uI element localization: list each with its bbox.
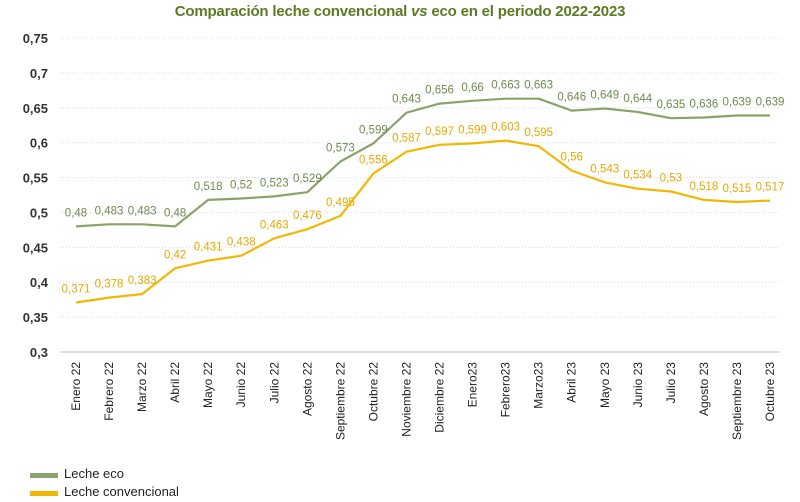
data-label-eco: 0,644 [623, 93, 652, 105]
data-labels: 0,48 0,483 0,483 0,48 0,518 0,52 0,523 0,529 0,5… [62, 80, 785, 296]
data-label-convencional: 0,603 [491, 122, 520, 134]
x-tick-label: Enero 22 [69, 362, 83, 411]
data-label-eco: 0,523 [260, 177, 289, 189]
x-tick-label: Septiembre 23 [730, 362, 744, 440]
data-label-eco: 0,599 [359, 124, 388, 136]
data-label-convencional: 0,515 [723, 183, 752, 195]
x-tick-label: Septiembre 22 [333, 362, 347, 440]
series-line-leche-convencional [75, 139, 771, 304]
data-label-convencional: 0,587 [392, 133, 421, 145]
x-tick-label: Junio 22 [234, 362, 248, 408]
legend-label-convencional: Leche convencional [64, 484, 179, 499]
x-tick-label: Mayo 22 [201, 362, 215, 408]
data-label-convencional: 0,518 [690, 181, 719, 193]
x-tick-label: Julio 23 [664, 362, 678, 404]
data-label-convencional: 0,371 [62, 283, 91, 295]
data-label-convencional: 0,597 [425, 126, 454, 138]
x-tick-label: Agosto 23 [697, 362, 711, 416]
legend-label-eco: Leche eco [64, 466, 124, 481]
chart-title: Comparación leche convencional vs eco en… [0, 3, 800, 20]
data-label-eco: 0,573 [326, 143, 355, 155]
x-tick-label: Febrero23 [499, 362, 513, 418]
y-axis: 0,3 0,35 0,4 0,45 0,5 0,55 0,6 0,65 0,7 0,75 [23, 31, 49, 360]
data-label-convencional: 0,53 [660, 173, 682, 185]
data-label-eco: 0,635 [656, 99, 685, 111]
data-label-eco: 0,52 [230, 179, 252, 191]
y-tick-label: 0,4 [30, 275, 49, 290]
data-label-eco: 0,639 [756, 96, 785, 108]
y-tick-label: 0,35 [23, 310, 48, 325]
x-tick-label: Agosto 22 [300, 362, 314, 416]
x-axis: Enero 22 Febrero 22 Marzo 22 Abril 22 Mayo 2… [69, 362, 777, 440]
title-part-vs: vs [411, 3, 428, 20]
legend-swatch-convencional [30, 491, 58, 496]
y-tick-label: 0,7 [30, 66, 48, 81]
data-label-eco: 0,656 [425, 85, 454, 97]
x-tick-label: Julio 22 [267, 362, 281, 404]
data-label-convencional: 0,556 [359, 154, 388, 166]
data-label-eco: 0,636 [690, 99, 719, 111]
data-label-convencional: 0,534 [623, 170, 652, 182]
data-label-eco: 0,639 [723, 96, 752, 108]
x-tick-label: Diciembre 22 [433, 362, 447, 433]
x-tick-label: Junio 23 [631, 362, 645, 408]
x-tick-label: Noviembre 22 [399, 362, 413, 437]
y-tick-label: 0,3 [30, 345, 48, 360]
gridlines [60, 37, 780, 353]
data-label-convencional: 0,599 [458, 124, 487, 136]
x-tick-label: Abril 23 [565, 362, 579, 403]
data-label-convencional: 0,431 [194, 242, 223, 254]
legend-swatch-eco [30, 473, 58, 478]
data-label-convencional: 0,56 [561, 152, 583, 164]
data-label-convencional: 0,383 [128, 275, 157, 287]
y-tick-label: 0,5 [30, 205, 48, 220]
x-tick-label: Marzo23 [532, 362, 546, 409]
data-label-eco: 0,483 [128, 205, 157, 217]
data-label-eco: 0,518 [194, 181, 223, 193]
data-label-eco: 0,663 [491, 80, 520, 92]
x-tick-label: Abril 22 [168, 362, 182, 403]
series-lines [75, 97, 771, 304]
x-tick-label: Octubre 22 [366, 362, 380, 422]
y-tick-label: 0,75 [23, 31, 48, 46]
data-label-eco: 0,649 [590, 89, 619, 101]
data-label-convencional: 0,463 [260, 219, 289, 231]
data-label-convencional: 0,378 [95, 279, 124, 291]
data-label-convencional: 0,438 [227, 237, 256, 249]
data-label-eco: 0,48 [164, 207, 186, 219]
data-label-eco: 0,643 [392, 94, 421, 106]
data-label-eco: 0,529 [293, 173, 322, 185]
x-tick-label: Mayo 23 [598, 362, 612, 408]
data-label-eco: 0,483 [95, 205, 124, 217]
data-label-eco: 0,48 [65, 207, 87, 219]
data-label-convencional: 0,517 [756, 182, 785, 194]
data-label-eco: 0,66 [461, 82, 483, 94]
title-part-2: eco en el periodo 2022-2023 [427, 3, 626, 20]
y-tick-label: 0,65 [23, 101, 48, 116]
data-label-eco: 0,646 [557, 92, 586, 104]
data-label-convencional: 0,42 [164, 249, 186, 261]
data-label-convencional: 0,543 [590, 163, 619, 175]
data-label-convencional: 0,495 [326, 197, 355, 209]
x-tick-label: Octubre 23 [763, 362, 777, 422]
data-label-eco: 0,663 [524, 80, 553, 92]
y-tick-label: 0,55 [23, 171, 48, 186]
x-tick-label: Enero23 [466, 362, 480, 408]
y-tick-label: 0,6 [30, 136, 48, 151]
title-part-1: Comparación leche convencional [174, 3, 412, 20]
data-label-convencional: 0,476 [293, 210, 322, 222]
data-label-convencional: 0,595 [524, 127, 553, 139]
x-tick-label: Febrero 22 [102, 362, 116, 421]
x-tick-label: Marzo 22 [135, 362, 149, 412]
y-tick-label: 0,45 [23, 240, 48, 255]
series-line-leche-eco [75, 97, 770, 228]
